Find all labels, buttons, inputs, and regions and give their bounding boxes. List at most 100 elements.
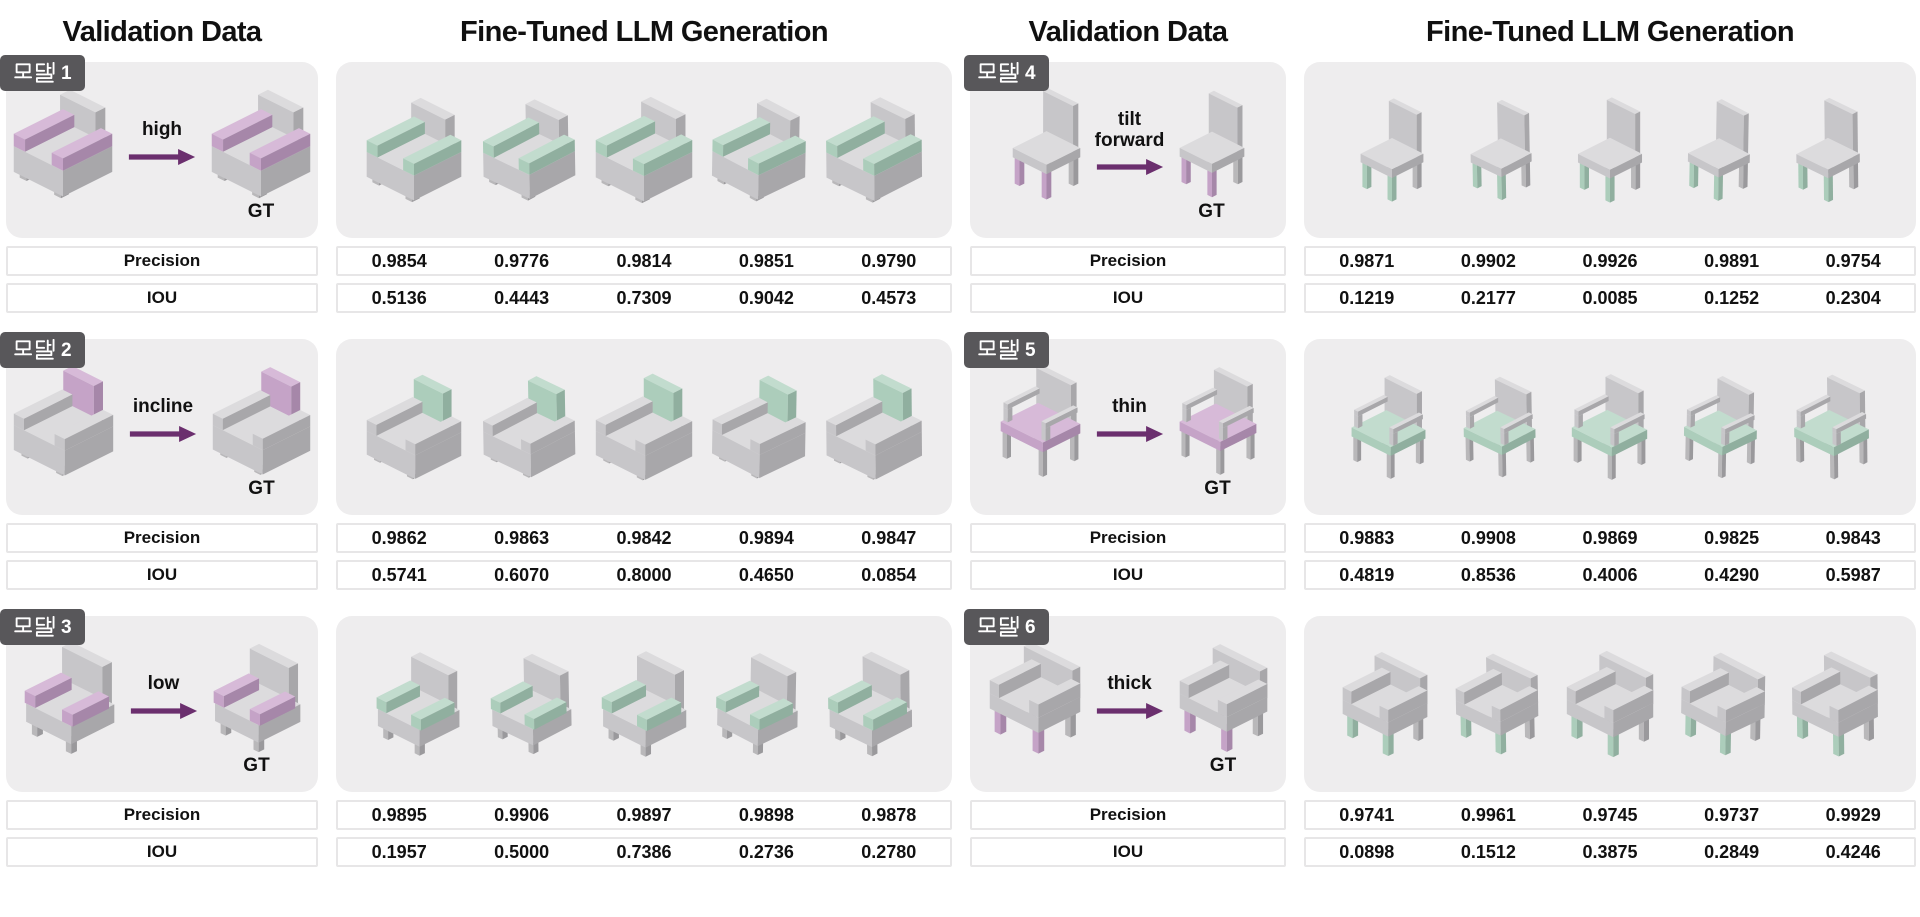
- precision-label-cell: Precision: [6, 800, 318, 830]
- metric-value: 0.9863: [494, 527, 550, 548]
- model-badge-number: 2: [61, 339, 72, 361]
- metric-value: 0.9814: [616, 250, 672, 271]
- gt-chair-render: [1179, 644, 1267, 752]
- metric-value: 0.9897: [616, 804, 672, 825]
- metric-value: 0.9851: [738, 250, 794, 271]
- metric-value: 0.5741: [371, 564, 427, 585]
- gt-chair-render: [212, 367, 311, 475]
- gt-chair-block: GT: [211, 365, 312, 499]
- precision-values-row: 0.9871 0.9902 0.9926 0.9891 0.9754: [1304, 246, 1916, 276]
- gt-chair-block: GT: [212, 642, 302, 776]
- hangul-model-text-icon: [978, 616, 1019, 637]
- metric-value: 0.9737: [1704, 804, 1760, 825]
- generated-chair-render: [366, 97, 462, 203]
- precision-values-row: 0.9854 0.9776 0.9814 0.9851 0.9790: [336, 246, 952, 276]
- model-badge: 3: [0, 609, 85, 645]
- edit-instruction-label: tilt forward: [1094, 108, 1165, 151]
- generated-chair-render: [1566, 650, 1654, 758]
- edit-arrow-icon: [129, 425, 197, 442]
- model-badge: 6: [964, 609, 1049, 645]
- edit-instruction-block: high: [122, 120, 202, 168]
- metric-value: 0.9847: [861, 527, 917, 548]
- metric-value: 0.9871: [1339, 250, 1395, 271]
- generated-chair-render: [711, 98, 806, 202]
- iou-label-cell: IOU: [6, 837, 318, 867]
- generation-title: Fine-Tuned LLM Generation: [460, 15, 829, 48]
- gt-label: GT: [1198, 201, 1225, 222]
- model-badge: 2: [0, 332, 85, 368]
- iou-label-cell: IOU: [6, 560, 318, 590]
- edit-instruction-block: tilt forward: [1090, 108, 1170, 178]
- metric-value: 0.0085: [1582, 287, 1638, 308]
- metric-value: 0.4290: [1704, 564, 1760, 585]
- hangul-model-text-icon: [14, 616, 55, 637]
- generated-chair-render: [366, 374, 462, 480]
- hangul-model-text-icon: [978, 62, 1019, 83]
- validation-content: incline GT: [6, 339, 318, 515]
- metric-value: 0.3875: [1582, 841, 1638, 862]
- generation-panel: [1304, 62, 1916, 238]
- iou-label-cell: IOU: [970, 560, 1286, 590]
- iou-values-row: 0.1219 0.2177 0.0085 0.1252 0.2304: [1304, 283, 1916, 313]
- model-badge: 4: [964, 55, 1049, 91]
- model-badge: 1: [0, 55, 85, 91]
- precision-values-row: 0.9741 0.9961 0.9745 0.9737 0.9929: [1304, 800, 1916, 830]
- model-row: 1 high GT 4 tilt forward GT Precision 0.9854 0.9…: [0, 55, 1920, 313]
- edit-instruction-label: high: [141, 119, 183, 141]
- generated-chair-render: [1572, 374, 1648, 480]
- validation-content: thin GT: [970, 339, 1286, 515]
- metric-value: 0.1219: [1339, 287, 1395, 308]
- metric-value: 0.9776: [494, 250, 550, 271]
- validation-panel: 3 low GT: [0, 609, 318, 792]
- metric-value: 0.4650: [738, 564, 794, 585]
- source-chair-render: [1012, 88, 1080, 200]
- precision-values-row: 0.9862 0.9863 0.9842 0.9894 0.9847: [336, 523, 952, 553]
- iou-values-row: 0.1957 0.5000 0.7386 0.2736 0.2780: [336, 837, 952, 867]
- metric-value: 0.1957: [371, 841, 427, 862]
- generated-chair-render: [1684, 375, 1758, 479]
- metric-value: 0.4006: [1582, 564, 1638, 585]
- edit-instruction-label: incline: [132, 396, 194, 418]
- source-chair-render: [1000, 365, 1080, 477]
- source-chair-render: [13, 89, 113, 199]
- edit-arrow-icon: [1096, 425, 1163, 442]
- gt-label: GT: [247, 201, 275, 222]
- metric-value: 0.5136: [371, 287, 427, 308]
- hangul-model-text-icon: [14, 62, 55, 83]
- column-headers: Validation Data Fine-Tuned LLM Generatio…: [6, 6, 1920, 58]
- metric-value: 0.8536: [1460, 564, 1516, 585]
- generation-panel: [336, 616, 952, 792]
- metric-value: 0.6070: [494, 564, 550, 585]
- generated-chair-render: [711, 375, 806, 479]
- gt-chair-render: [1179, 367, 1256, 475]
- generated-chair-render: [483, 376, 576, 478]
- metric-value: 0.4573: [861, 287, 917, 308]
- metric-value: 0.1252: [1704, 287, 1760, 308]
- gt-chair-block: GT: [210, 88, 312, 222]
- precision-label-cell: Precision: [970, 523, 1286, 553]
- edit-arrow-icon: [128, 148, 196, 165]
- validation-content: high GT: [6, 62, 318, 238]
- edit-instruction-label: low: [147, 673, 180, 695]
- metric-value: 0.9869: [1582, 527, 1638, 548]
- metric-value: 0.9854: [371, 250, 427, 271]
- metric-value: 0.9862: [371, 527, 427, 548]
- generation-panel: [1304, 616, 1916, 792]
- generated-chair-render: [1792, 651, 1879, 757]
- precision-label-cell: Precision: [6, 246, 318, 276]
- metric-value: 0.5000: [494, 841, 550, 862]
- metric-value: 0.4246: [1825, 841, 1881, 862]
- generated-chair-render: [1351, 375, 1426, 479]
- metric-value: 0.9895: [371, 804, 427, 825]
- iou-label-cell: IOU: [6, 283, 318, 313]
- validation-data-title: Validation Data: [1028, 15, 1228, 48]
- iou-values-row: 0.4819 0.8536 0.4006 0.4290 0.5987: [1304, 560, 1916, 590]
- edit-arrow-icon: [1096, 158, 1163, 176]
- generated-chair-render: [376, 652, 460, 756]
- paper-figure: Validation Data Fine-Tuned LLM Generatio…: [0, 6, 1920, 867]
- generated-chair-render: [490, 653, 572, 755]
- generated-chair-render: [826, 374, 923, 480]
- metric-value: 0.2736: [738, 841, 794, 862]
- iou-values-row: 0.0898 0.1512 0.3875 0.2849 0.4246: [1304, 837, 1916, 867]
- validation-panel: 1 high GT: [0, 55, 318, 238]
